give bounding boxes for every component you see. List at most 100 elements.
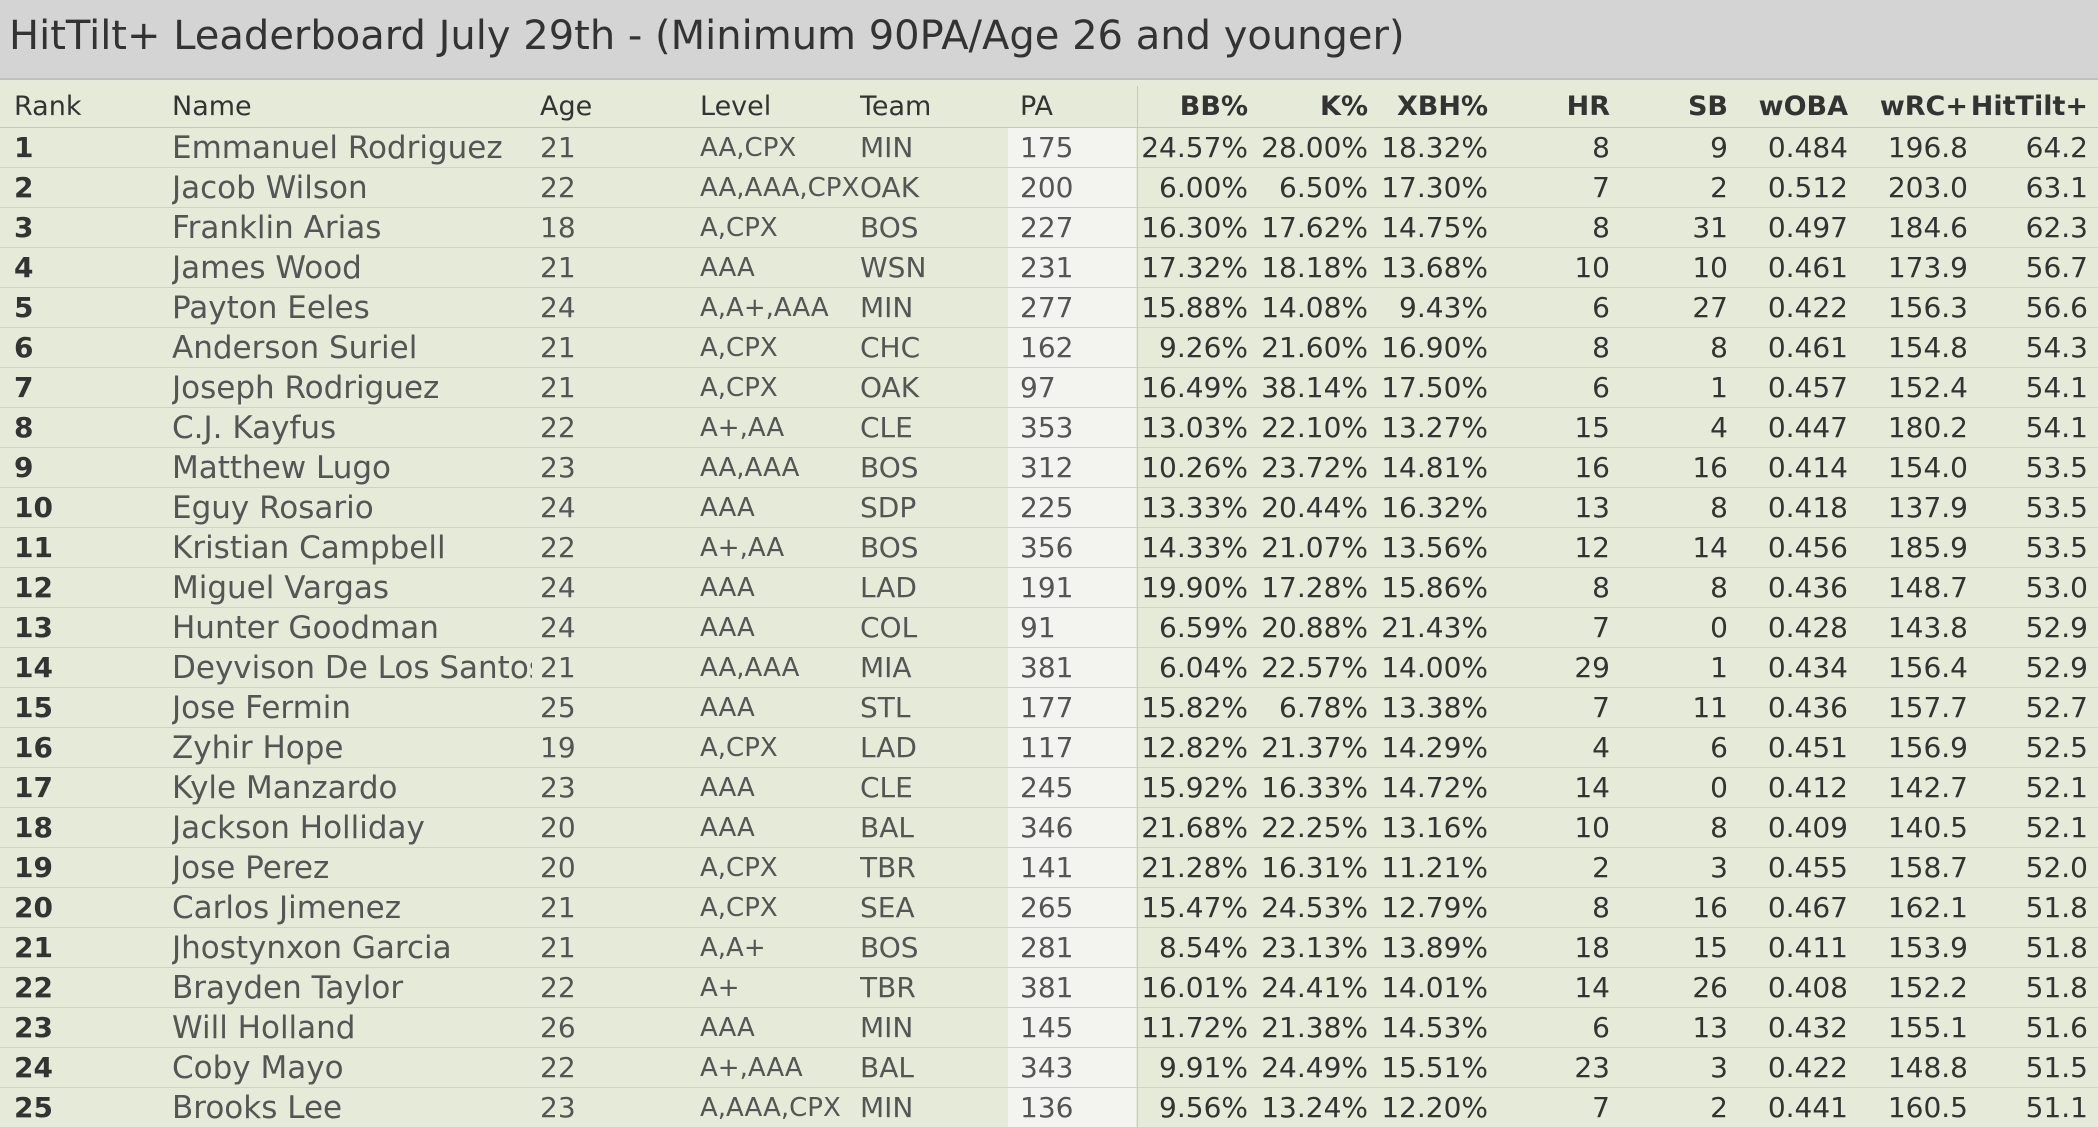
cell-hr: 6	[1592, 1011, 1610, 1044]
cell-pa: 343	[1008, 1048, 1136, 1087]
table-row[interactable]: 10 Eguy Rosario 24 AAA SDP 225 13.33% 20.44% 16.…	[0, 488, 2098, 528]
column-header-pa[interactable]: PA	[1020, 91, 1054, 122]
cell-sb: 8	[1710, 331, 1728, 364]
column-header-age[interactable]: Age	[540, 91, 593, 122]
cell-age: 22	[540, 531, 576, 564]
table-row[interactable]: 3 Franklin Arias 18 A,CPX BOS 227 16.30% 17.62%…	[0, 208, 2098, 248]
cell-woba: 0.422	[1767, 291, 1848, 324]
table-row[interactable]: 2 Jacob Wilson 22 AA,AAA,CPX OAK 200 6.00% 6.50…	[0, 168, 2098, 208]
cell-pa: 145	[1008, 1008, 1136, 1047]
cell-pa: 191	[1008, 568, 1136, 607]
cell-team: COL	[860, 611, 918, 644]
cell-bb-pct: 12.82%	[1141, 731, 1248, 764]
table-row[interactable]: 23 Will Holland 26 AAA MIN 145 11.72% 21.38% 14.…	[0, 1008, 2098, 1048]
cell-woba: 0.447	[1767, 411, 1848, 444]
cell-hittilt-plus: 53.0	[2025, 571, 2088, 604]
column-header-hittilt-plus[interactable]: HitTilt+	[1970, 91, 2088, 122]
cell-hr: 6	[1592, 371, 1610, 404]
table-row[interactable]: 20 Carlos Jimenez 21 A,CPX SEA 265 15.47% 24.53…	[0, 888, 2098, 928]
cell-pa: 381	[1008, 968, 1136, 1007]
column-header-k-pct[interactable]: K%	[1320, 91, 1368, 122]
table-row[interactable]: 7 Joseph Rodriguez 21 A,CPX OAK 97 16.49% 38.14…	[0, 368, 2098, 408]
column-header-sb[interactable]: SB	[1687, 91, 1728, 122]
cell-pa: 356	[1008, 528, 1136, 567]
cell-rank: 18	[14, 811, 53, 844]
cell-pa: 117	[1008, 728, 1136, 767]
cell-wrc-plus: 203.0	[1887, 171, 1968, 204]
cell-level: AAA	[700, 693, 755, 723]
column-header-bb-pct[interactable]: BB%	[1179, 91, 1248, 122]
cell-k-pct: 16.33%	[1261, 771, 1368, 804]
table-row[interactable]: 24 Coby Mayo 22 A+,AAA BAL 343 9.91% 24.49% 15.5…	[0, 1048, 2098, 1088]
cell-xbh-pct: 13.89%	[1381, 931, 1488, 964]
cell-wrc-plus: 148.8	[1887, 1051, 1968, 1084]
cell-bb-pct: 21.68%	[1141, 811, 1248, 844]
cell-xbh-pct: 14.81%	[1381, 451, 1488, 484]
cell-age: 22	[540, 171, 576, 204]
table-row[interactable]: 18 Jackson Holliday 20 AAA BAL 346 21.68% 22.25…	[0, 808, 2098, 848]
cell-hittilt-plus: 52.7	[2025, 691, 2088, 724]
table-row[interactable]: 8 C.J. Kayfus 22 A+,AA CLE 353 13.03% 22.10% 13.…	[0, 408, 2098, 448]
column-header-wrc-plus[interactable]: wRC+	[1879, 91, 1968, 122]
cell-level: AA,AAA	[700, 453, 800, 483]
table-row[interactable]: 22 Brayden Taylor 22 A+ TBR 381 16.01% 24.41% 14…	[0, 968, 2098, 1008]
column-header-woba[interactable]: wOBA	[1758, 91, 1848, 122]
table-row[interactable]: 17 Kyle Manzardo 23 AAA CLE 245 15.92% 16.33% 14…	[0, 768, 2098, 808]
cell-bb-pct: 24.57%	[1141, 131, 1248, 164]
column-header-team[interactable]: Team	[860, 91, 932, 122]
cell-xbh-pct: 14.01%	[1381, 971, 1488, 1004]
cell-xbh-pct: 17.30%	[1381, 171, 1488, 204]
cell-age: 24	[540, 291, 576, 324]
table-row[interactable]: 25 Brooks Lee 23 A,AAA,CPX MIN 136 9.56% 13.24%…	[0, 1088, 2098, 1128]
cell-name: Joseph Rodriguez	[172, 370, 440, 406]
table-row[interactable]: 6 Anderson Suriel 21 A,CPX CHC 162 9.26% 21.60%…	[0, 328, 2098, 368]
table-row[interactable]: 16 Zyhir Hope 19 A,CPX LAD 117 12.82% 21.37% 14.…	[0, 728, 2098, 768]
cell-name: Deyvison De Los Santos	[172, 650, 532, 686]
column-header-xbh-pct[interactable]: XBH%	[1396, 91, 1488, 122]
cell-age: 22	[540, 411, 576, 444]
table-row[interactable]: 12 Miguel Vargas 24 AAA LAD 191 19.90% 17.28% 15…	[0, 568, 2098, 608]
column-header-hr[interactable]: HR	[1566, 91, 1610, 122]
cell-bb-pct: 15.92%	[1141, 771, 1248, 804]
cell-xbh-pct: 14.72%	[1381, 771, 1488, 804]
cell-k-pct: 28.00%	[1261, 131, 1368, 164]
cell-name: Miguel Vargas	[172, 570, 390, 606]
cell-hittilt-plus: 53.5	[2025, 491, 2088, 524]
table-row[interactable]: 21 Jhostynxon Garcia 21 A,A+ BOS 281 8.54% 23.1…	[0, 928, 2098, 968]
table-row[interactable]: 13 Hunter Goodman 24 AAA COL 91 6.59% 20.88% 21.…	[0, 608, 2098, 648]
cell-bb-pct: 16.01%	[1141, 971, 1248, 1004]
cell-xbh-pct: 16.32%	[1381, 491, 1488, 524]
cell-sb: 10	[1692, 251, 1728, 284]
cell-level: AA,CPX	[700, 133, 797, 163]
cell-age: 19	[540, 731, 576, 764]
table-row[interactable]: 1 Emmanuel Rodriguez 21 AA,CPX MIN 175 24.57% 2…	[0, 128, 2098, 168]
cell-hittilt-plus: 53.5	[2025, 531, 2088, 564]
table-row[interactable]: 5 Payton Eeles 24 A,A+,AAA MIN 277 15.88% 14.08…	[0, 288, 2098, 328]
cell-k-pct: 24.49%	[1261, 1051, 1368, 1084]
table-row[interactable]: 15 Jose Fermin 25 AAA STL 177 15.82% 6.78% 13.38…	[0, 688, 2098, 728]
column-header-name[interactable]: Name	[172, 91, 252, 122]
table-row[interactable]: 14 Deyvison De Los Santos 21 AA,AAA MIA 381 6.…	[0, 648, 2098, 688]
cell-wrc-plus: 156.9	[1887, 731, 1968, 764]
table-row[interactable]: 19 Jose Perez 20 A,CPX TBR 141 21.28% 16.31% 11.…	[0, 848, 2098, 888]
cell-name: Coby Mayo	[172, 1050, 344, 1086]
table-row[interactable]: 11 Kristian Campbell 22 A+,AA BOS 356 14.33% 21…	[0, 528, 2098, 568]
cell-bb-pct: 15.47%	[1141, 891, 1248, 924]
column-header-rank[interactable]: Rank	[14, 91, 82, 122]
cell-sb: 16	[1692, 891, 1728, 924]
cell-pa: 175	[1008, 128, 1136, 167]
column-header-level[interactable]: Level	[700, 91, 772, 122]
cell-woba: 0.461	[1767, 331, 1848, 364]
cell-rank: 9	[14, 451, 34, 484]
table-row[interactable]: 4 James Wood 21 AAA WSN 231 17.32% 18.18% 13.68%…	[0, 248, 2098, 288]
cell-wrc-plus: 152.4	[1887, 371, 1968, 404]
cell-xbh-pct: 12.79%	[1381, 891, 1488, 924]
cell-bb-pct: 9.56%	[1159, 1091, 1248, 1124]
cell-sb: 6	[1710, 731, 1728, 764]
table-row[interactable]: 9 Matthew Lugo 23 AA,AAA BOS 312 10.26% 23.72% 1…	[0, 448, 2098, 488]
cell-team: SEA	[860, 891, 915, 924]
cell-xbh-pct: 18.32%	[1381, 131, 1488, 164]
cell-sb: 8	[1710, 571, 1728, 604]
cell-wrc-plus: 137.9	[1887, 491, 1968, 524]
cell-hr: 8	[1592, 131, 1610, 164]
